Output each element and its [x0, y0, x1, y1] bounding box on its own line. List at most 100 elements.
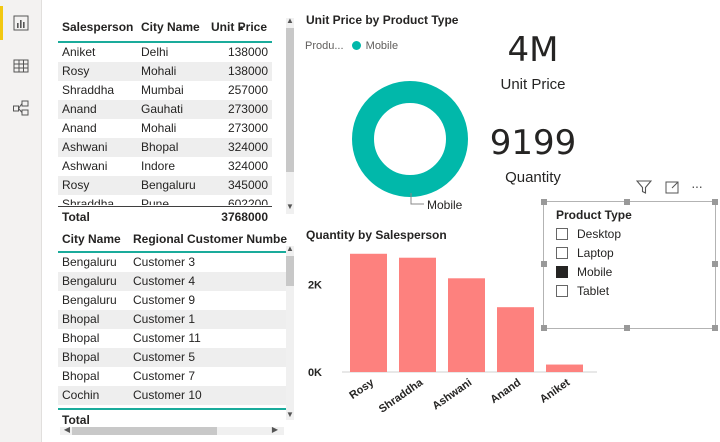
slice-leader-line: [410, 193, 424, 205]
header-salesperson[interactable]: Salesperson: [62, 20, 134, 34]
header-unit-price[interactable]: Unit Price: [211, 20, 268, 34]
header-city-name-2[interactable]: City Name: [62, 232, 121, 246]
bar-chart-title: Quantity by Salesperson: [306, 228, 447, 242]
legend-title: Produ...: [305, 40, 344, 52]
bar-rosy[interactable]: [350, 253, 387, 372]
slicer-option-laptop[interactable]: Laptop: [556, 244, 696, 263]
more-options-icon[interactable]: ···: [691, 178, 703, 194]
scroll-right-icon[interactable]: ▶: [271, 425, 279, 434]
model-view-button[interactable]: [0, 87, 42, 129]
slicer-title: Product Type: [556, 208, 632, 222]
x-tick-label: Aniket: [538, 376, 573, 405]
table-row[interactable]: Bengaluru Customer 3: [58, 253, 286, 272]
cell-customer: Customer 1: [133, 312, 196, 326]
table-row[interactable]: Rosy Bengaluru 345000: [58, 176, 272, 195]
legend-item-mobile[interactable]: Mobile: [365, 40, 399, 52]
y-tick-label: 2K: [308, 279, 322, 291]
cell-salesperson: Ashwani: [62, 159, 108, 173]
sort-desc-icon[interactable]: ▲: [238, 25, 245, 32]
table-row[interactable]: Bengaluru Customer 4: [58, 272, 286, 291]
cell-unit-price: 324000: [227, 159, 268, 173]
bar-ashwani[interactable]: [448, 278, 485, 372]
scroll-thumb-2[interactable]: [286, 256, 294, 286]
city-table-vscrollbar[interactable]: ▲ ▼: [286, 244, 294, 420]
slicer-option-mobile[interactable]: Mobile: [556, 263, 696, 282]
header-city-name[interactable]: City Name: [141, 20, 200, 34]
cell-customer: Customer 9: [133, 293, 196, 307]
resize-handle[interactable]: [624, 199, 630, 205]
table-row[interactable]: Cochin Customer 10: [58, 386, 286, 405]
resize-handle[interactable]: [712, 199, 718, 205]
cell-salesperson: Aniket: [62, 45, 96, 59]
slicer-option-tablet[interactable]: Tablet: [556, 282, 696, 301]
cell-unit-price: 257000: [227, 83, 268, 97]
table-row[interactable]: Bhopal Customer 11: [58, 329, 286, 348]
city-table-header: City Name Regional Customer Numbe: [58, 226, 290, 252]
report-view-button[interactable]: [0, 2, 42, 44]
cell-city: Bhopal: [141, 140, 179, 154]
focus-mode-icon[interactable]: [665, 180, 680, 194]
table-row[interactable]: Bhopal Customer 7: [58, 367, 286, 386]
cell-city: Indore: [141, 159, 176, 173]
slicer-option-desktop[interactable]: Desktop: [556, 225, 696, 244]
scroll-down-icon-2[interactable]: ▼: [286, 410, 294, 419]
bar-shraddha[interactable]: [399, 257, 436, 372]
donut-legend: Produ... Mobile: [305, 40, 398, 52]
table-row[interactable]: Shraddha Pune 602200: [58, 195, 272, 205]
scroll-up-icon[interactable]: ▲: [286, 16, 294, 25]
sales-table: Salesperson City Name Unit Price ▲ Anike…: [58, 14, 298, 226]
total-value: 3768000: [221, 210, 268, 224]
cell-city: Bengaluru: [62, 293, 117, 307]
city-table-hscrollbar[interactable]: ◀ ▶: [60, 425, 284, 435]
cell-city: Mohali: [141, 121, 177, 135]
resize-handle[interactable]: [541, 325, 547, 331]
table-row[interactable]: Anand Mohali 273000: [58, 119, 272, 138]
unit-price-card-value: 4M: [507, 30, 559, 70]
resize-handle[interactable]: [541, 199, 547, 205]
slicer-option-label: Tablet: [577, 284, 610, 298]
table-row[interactable]: Shraddha Mumbai 257000: [58, 81, 272, 100]
data-view-button[interactable]: [0, 45, 42, 87]
scroll-thumb[interactable]: [286, 28, 294, 172]
resize-handle[interactable]: [712, 261, 718, 267]
cell-salesperson: Shraddha: [62, 197, 115, 205]
h-scroll-thumb[interactable]: [72, 427, 217, 435]
table-row[interactable]: Bhopal Customer 5: [58, 348, 286, 367]
unit-price-card-label: Unit Price: [500, 76, 566, 93]
quantity-card-label: Quantity: [505, 169, 561, 186]
table-row[interactable]: Rosy Mohali 138000: [58, 62, 272, 81]
checkbox-icon[interactable]: [556, 247, 568, 259]
donut-slice-mobile[interactable]: [352, 81, 468, 197]
report-view-icon: [13, 15, 29, 31]
bar-anand[interactable]: [497, 307, 534, 372]
checkbox-icon[interactable]: [556, 228, 568, 240]
sales-table-scrollbar[interactable]: ▲ ▼: [286, 16, 294, 214]
resize-handle[interactable]: [541, 261, 547, 267]
table-row[interactable]: Bhopal Customer 1: [58, 310, 286, 329]
cell-city: Bengaluru: [62, 255, 117, 269]
table-row[interactable]: Anand Gauhati 273000: [58, 100, 272, 119]
filter-icon[interactable]: [636, 180, 652, 194]
table-row[interactable]: Ashwani Indore 324000: [58, 157, 272, 176]
cell-unit-price: 345000: [227, 178, 268, 192]
header-divider-2: [58, 251, 286, 253]
checkbox-icon[interactable]: [556, 285, 568, 297]
cell-salesperson: Shraddha: [62, 83, 115, 97]
table-row[interactable]: Aniket Delhi 138000: [58, 43, 272, 62]
header-regional-customer[interactable]: Regional Customer Numbe: [133, 232, 288, 246]
cell-salesperson: Ashwani: [62, 140, 108, 154]
cell-customer: Customer 10: [133, 388, 202, 402]
scroll-left-icon[interactable]: ◀: [63, 425, 71, 434]
checkbox-icon[interactable]: [556, 266, 568, 278]
resize-handle[interactable]: [624, 325, 630, 331]
y-tick-label: 0K: [308, 367, 322, 379]
table-row[interactable]: Bengaluru Customer 9: [58, 291, 286, 310]
bar-aniket[interactable]: [546, 364, 583, 372]
scroll-down-icon[interactable]: ▼: [286, 202, 294, 211]
cell-city: Bhopal: [62, 331, 100, 345]
cell-customer: Customer 3: [133, 255, 196, 269]
resize-handle[interactable]: [712, 325, 718, 331]
scroll-up-icon-2[interactable]: ▲: [286, 244, 294, 253]
table-row[interactable]: Ashwani Bhopal 324000: [58, 138, 272, 157]
cell-customer: Customer 7: [133, 369, 196, 383]
